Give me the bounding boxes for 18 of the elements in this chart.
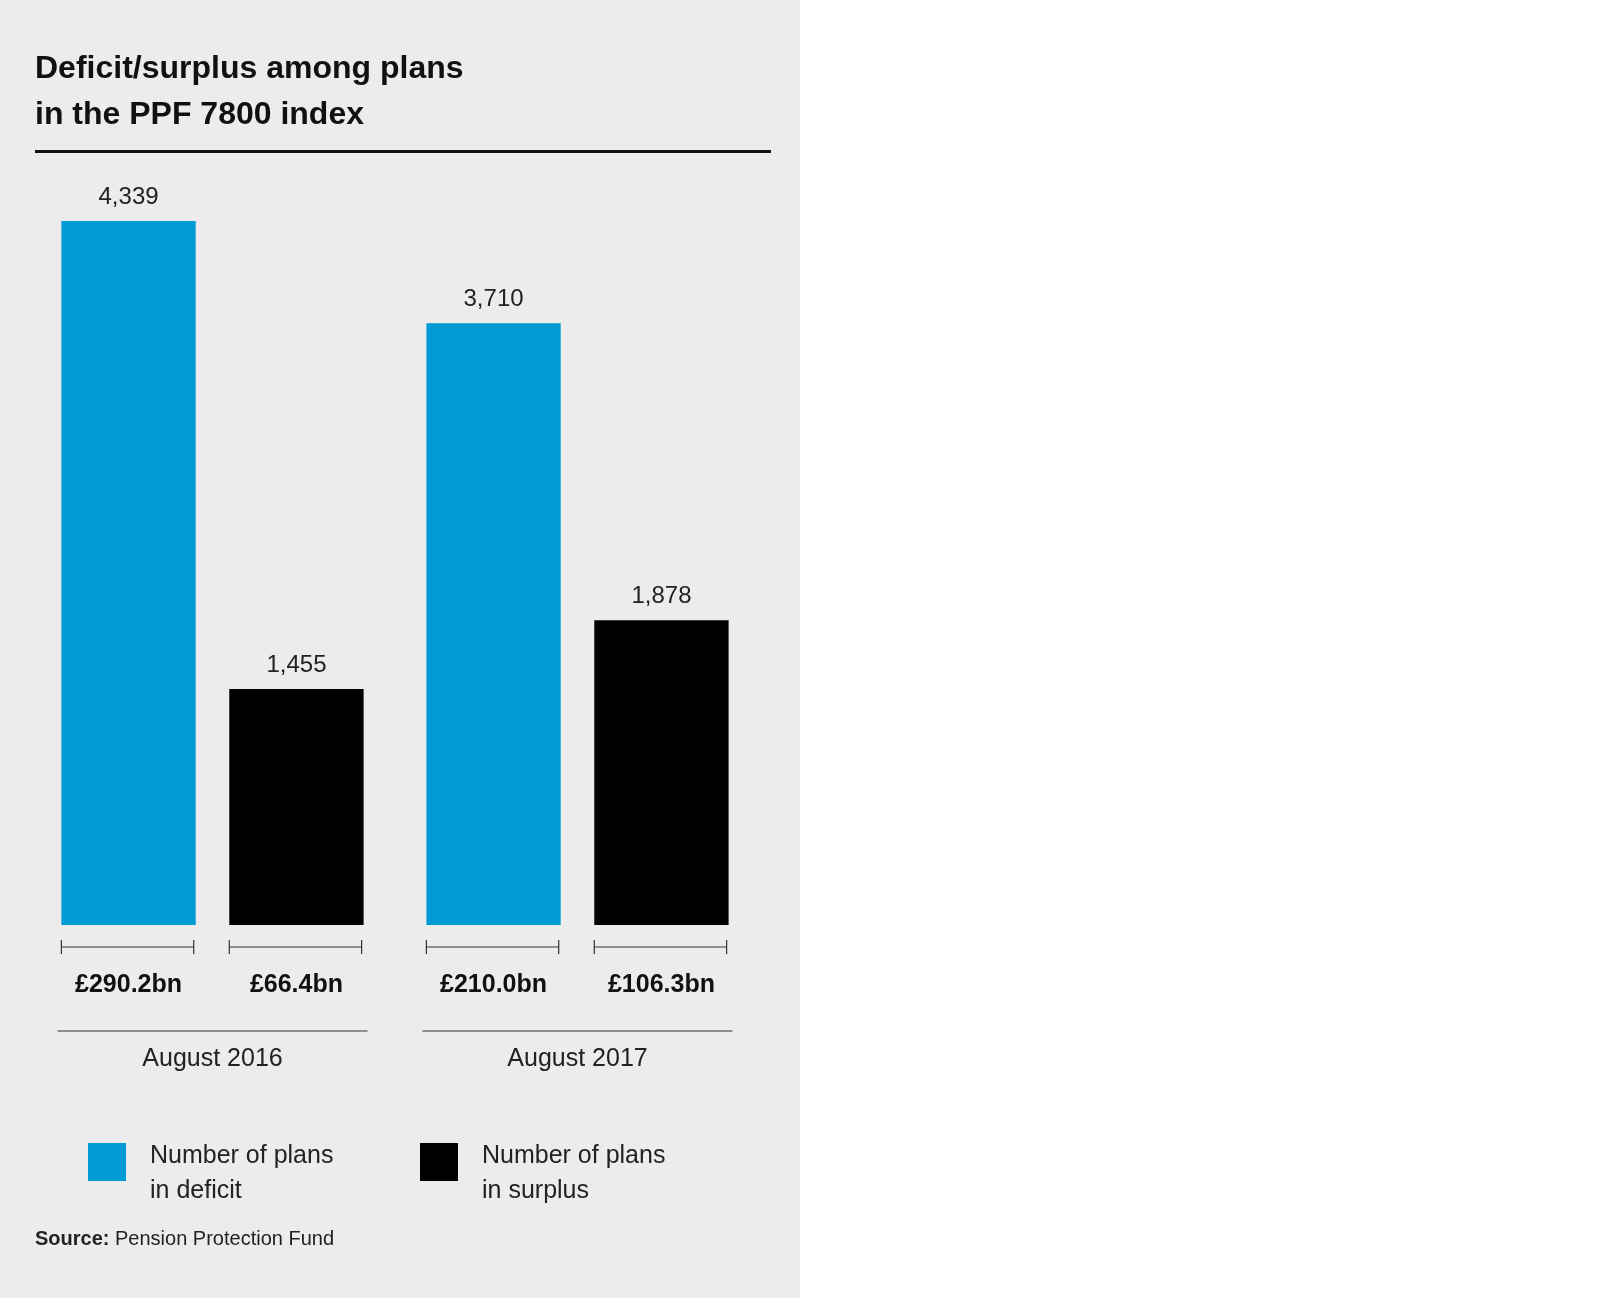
chart-title: Deficit/surplus among plans in the PPF 7800 index	[35, 48, 465, 133]
data-label: 1,455	[266, 649, 327, 677]
legend-label: Number of plans in deficit	[150, 1139, 335, 1205]
text: £210.0bn	[440, 968, 548, 997]
source-note: Source: Pension Protection Fund	[35, 1227, 335, 1250]
data-label: 1,878	[631, 580, 692, 608]
bar	[594, 620, 729, 925]
data-label: 4,339	[98, 181, 159, 209]
bar	[61, 221, 196, 925]
text: £66.4bn	[249, 968, 343, 997]
text: £290.2bn	[75, 968, 183, 997]
x-tick-label: August 2016	[142, 1042, 283, 1071]
bar	[426, 323, 561, 925]
text: £106.3bn	[607, 968, 715, 997]
x-tick-label: August 2017	[507, 1042, 648, 1071]
legend-label: Number of plans in surplus	[482, 1139, 667, 1205]
data-label: 3,710	[463, 283, 524, 311]
bar	[229, 688, 364, 925]
